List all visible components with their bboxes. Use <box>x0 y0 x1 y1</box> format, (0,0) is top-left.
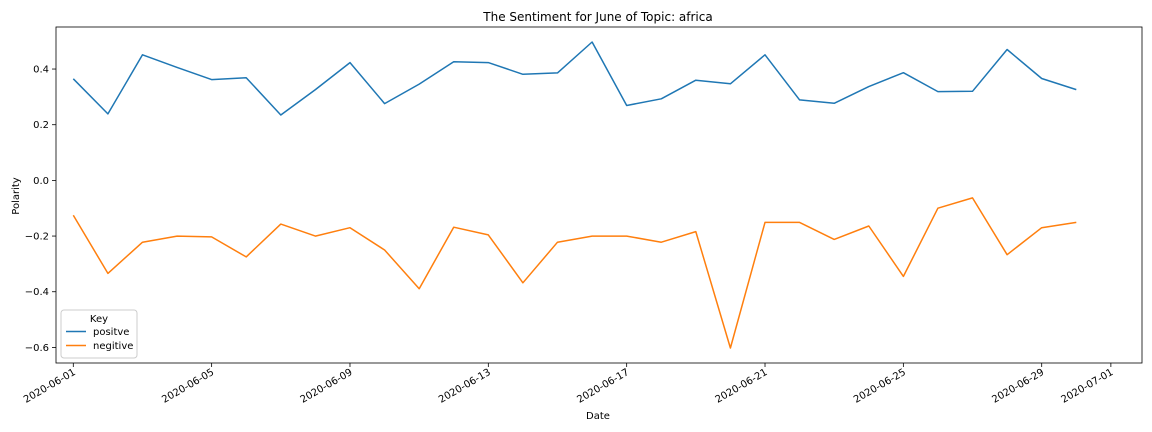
legend: Key positve negitive <box>60 309 138 359</box>
plot-area <box>55 26 1143 364</box>
x-tick-label: 2020-06-13 <box>437 367 493 406</box>
x-tick-label: 2020-06-25 <box>852 367 908 406</box>
y-axis: 0.4 0.2 0.0 −0.2 −0.4 −0.6 <box>25 65 56 354</box>
y-axis-label: Polarity <box>11 177 22 215</box>
x-tick-label: 2020-06-01 <box>22 367 78 406</box>
legend-title: Key <box>90 314 108 325</box>
legend-label-positve: positve <box>93 327 129 338</box>
x-axis: 2020-06-01 2020-06-05 2020-06-09 2020-06-13… <box>22 363 1115 406</box>
y-tick-label: −0.4 <box>25 287 49 298</box>
series-lines <box>72 41 1077 349</box>
y-tick-label: −0.2 <box>25 232 49 243</box>
x-tick-label: 2020-06-05 <box>160 367 216 406</box>
x-tick-label: 2020-06-17 <box>575 367 631 406</box>
y-tick-label: 0.0 <box>33 176 49 187</box>
y-tick-label: −0.6 <box>25 343 49 354</box>
y-tick-label: 0.2 <box>33 120 49 131</box>
x-axis-label: Date <box>586 411 610 422</box>
chart-title: The Sentiment for June of Topic: africa <box>482 10 712 24</box>
y-tick-label: 0.4 <box>33 65 49 76</box>
x-tick-label: 2020-06-29 <box>990 367 1046 406</box>
x-tick-label: 2020-07-01 <box>1060 367 1116 406</box>
x-tick-label: 2020-06-09 <box>299 367 355 406</box>
series-line-positve <box>72 41 1077 116</box>
series-line-negitive <box>72 197 1077 349</box>
x-tick-label: 2020-06-21 <box>714 367 770 406</box>
legend-label-negitive: negitive <box>93 341 133 352</box>
